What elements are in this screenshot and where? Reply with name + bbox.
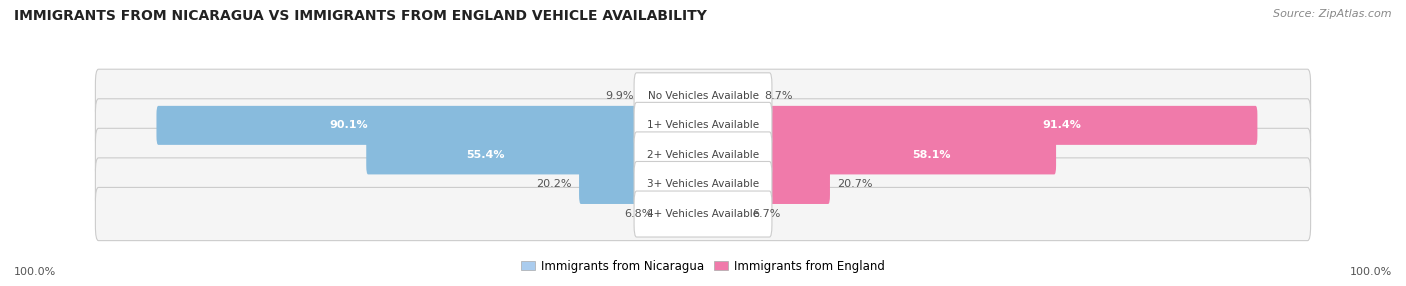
FancyBboxPatch shape (634, 162, 772, 207)
FancyBboxPatch shape (634, 73, 772, 119)
Text: 100.0%: 100.0% (1350, 267, 1392, 277)
Text: 2+ Vehicles Available: 2+ Vehicles Available (647, 150, 759, 160)
Text: 1+ Vehicles Available: 1+ Vehicles Available (647, 120, 759, 130)
FancyBboxPatch shape (702, 106, 1257, 145)
Text: Source: ZipAtlas.com: Source: ZipAtlas.com (1274, 9, 1392, 19)
Legend: Immigrants from Nicaragua, Immigrants from England: Immigrants from Nicaragua, Immigrants fr… (516, 255, 890, 277)
FancyBboxPatch shape (634, 132, 772, 178)
Text: No Vehicles Available: No Vehicles Available (648, 91, 758, 101)
Text: 55.4%: 55.4% (465, 150, 505, 160)
Text: 3+ Vehicles Available: 3+ Vehicles Available (647, 180, 759, 189)
Text: 20.7%: 20.7% (837, 180, 873, 189)
FancyBboxPatch shape (702, 165, 830, 204)
FancyBboxPatch shape (156, 106, 704, 145)
FancyBboxPatch shape (634, 102, 772, 148)
Text: 9.9%: 9.9% (606, 91, 634, 101)
FancyBboxPatch shape (634, 191, 772, 237)
FancyBboxPatch shape (579, 165, 704, 204)
FancyBboxPatch shape (96, 158, 1310, 211)
FancyBboxPatch shape (96, 187, 1310, 241)
FancyBboxPatch shape (702, 194, 745, 234)
FancyBboxPatch shape (96, 128, 1310, 182)
FancyBboxPatch shape (96, 69, 1310, 122)
Text: 20.2%: 20.2% (536, 180, 572, 189)
Text: 100.0%: 100.0% (14, 267, 56, 277)
FancyBboxPatch shape (96, 99, 1310, 152)
FancyBboxPatch shape (659, 194, 704, 234)
Text: 91.4%: 91.4% (1043, 120, 1081, 130)
Text: 90.1%: 90.1% (329, 120, 368, 130)
FancyBboxPatch shape (702, 135, 1056, 174)
Text: IMMIGRANTS FROM NICARAGUA VS IMMIGRANTS FROM ENGLAND VEHICLE AVAILABILITY: IMMIGRANTS FROM NICARAGUA VS IMMIGRANTS … (14, 9, 707, 23)
FancyBboxPatch shape (702, 76, 758, 115)
Text: 4+ Vehicles Available: 4+ Vehicles Available (647, 209, 759, 219)
Text: 6.8%: 6.8% (624, 209, 652, 219)
FancyBboxPatch shape (366, 135, 704, 174)
FancyBboxPatch shape (641, 76, 704, 115)
Text: 8.7%: 8.7% (765, 91, 793, 101)
Text: 6.7%: 6.7% (752, 209, 780, 219)
Text: 58.1%: 58.1% (912, 150, 950, 160)
